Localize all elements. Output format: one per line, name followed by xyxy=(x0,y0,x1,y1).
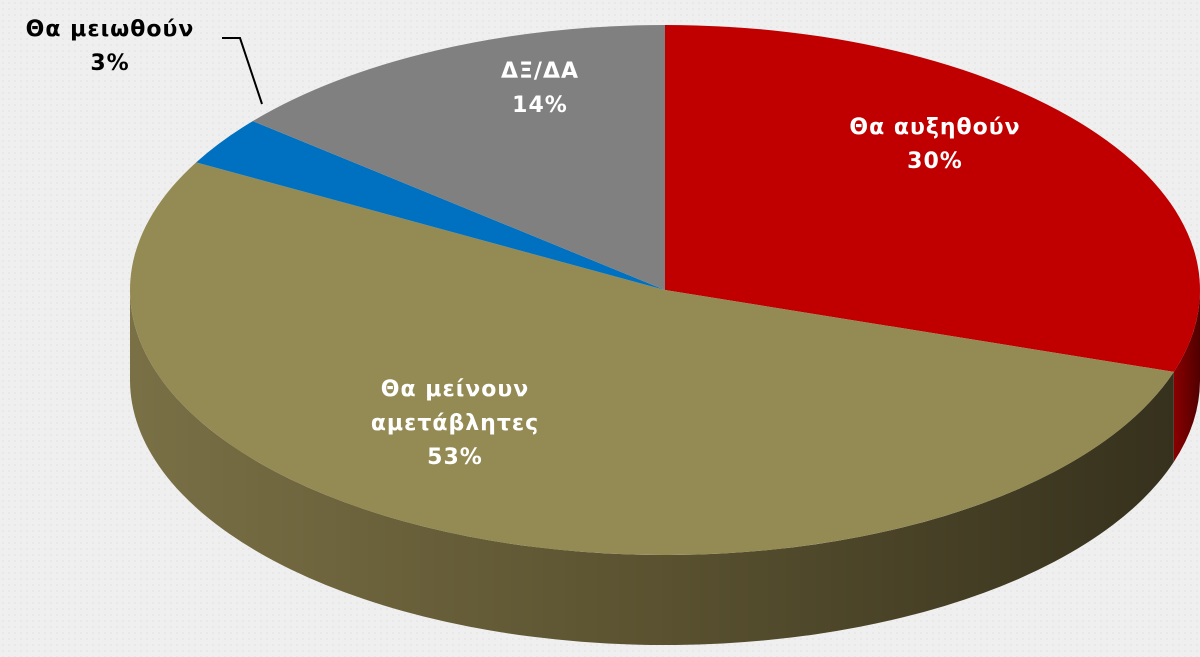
slice-side xyxy=(1173,290,1200,462)
value-label: 14% xyxy=(512,93,568,118)
slice xyxy=(252,25,665,290)
leader-line xyxy=(222,37,263,105)
slice xyxy=(665,25,1200,372)
category-label: Θα μειωθούν xyxy=(26,17,195,42)
value-label: 3% xyxy=(90,51,129,76)
value-label: 30% xyxy=(907,149,963,174)
category-label: ΔΞ/ΔΑ xyxy=(501,59,579,84)
slice xyxy=(130,162,1174,555)
category-label: Θα αυξηθούν xyxy=(849,115,1020,140)
slice xyxy=(196,121,666,290)
slice-side xyxy=(130,290,1174,646)
value-label: 53% xyxy=(427,445,483,470)
category-label: Θα μείνουν αμετάβλητες xyxy=(371,377,539,436)
